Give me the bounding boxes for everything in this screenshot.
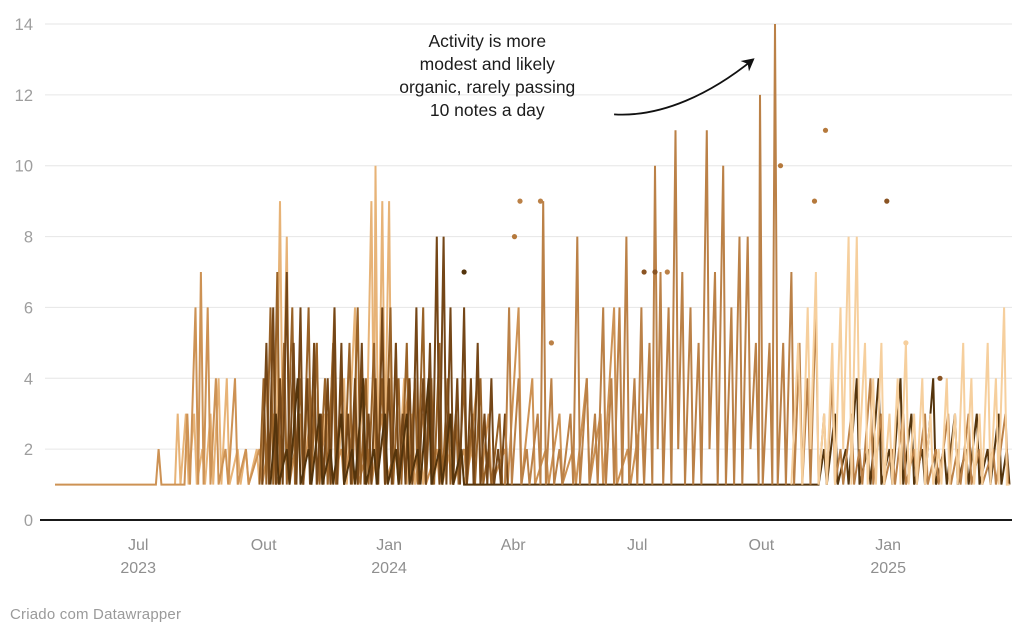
- y-axis-label-0: 0: [24, 512, 33, 530]
- data-point-1: [537, 198, 544, 204]
- x-axis-label-out: Out: [251, 537, 277, 554]
- data-point-2: [511, 234, 518, 240]
- x-axis-label-jan: Jan: [376, 537, 402, 554]
- annotation-line-4: 10 notes a day: [430, 100, 545, 120]
- annotation-line-3: organic, rarely passing: [399, 77, 575, 97]
- y-axis-label-2: 2: [24, 441, 33, 459]
- data-point-11: [884, 198, 890, 204]
- y-axis-label-10: 10: [15, 158, 33, 176]
- annotation-line-2: modest and likely: [420, 54, 555, 74]
- data-point-3: [548, 340, 555, 346]
- data-point-0: [517, 198, 523, 204]
- x-axis-label-jul: Jul: [128, 537, 148, 554]
- data-point-13: [937, 375, 943, 381]
- data-point-8: [777, 163, 784, 169]
- annotation-line-1: Activity is more: [428, 31, 546, 51]
- x-axis-label-abr: Abr: [501, 537, 527, 554]
- y-axis-label-14: 14: [15, 16, 33, 34]
- y-axis-label-6: 6: [24, 299, 33, 317]
- y-axis-label-4: 4: [24, 370, 33, 388]
- data-point-9: [811, 198, 818, 204]
- data-point-5: [641, 269, 647, 275]
- data-point-6: [652, 269, 658, 275]
- x-axis-year-2025: 2025: [870, 560, 906, 577]
- series-line-1: [790, 236, 1010, 486]
- activity-line-chart: 0 2 4 6 8 10 12 14 Jul 2023 Out Jan 2024 Abr Jul Out Jan…: [15, 16, 1012, 577]
- data-point-10: [822, 127, 829, 133]
- datawrapper-credit: Criado com Datawrapper: [10, 606, 182, 623]
- x-axis-year-2024: 2024: [371, 560, 407, 577]
- y-axis-label-12: 12: [15, 87, 33, 105]
- series-line-7: [269, 378, 1011, 486]
- y-axis-label-8: 8: [24, 229, 33, 247]
- x-axis-year-2023: 2023: [120, 560, 156, 577]
- annotation-arrow: [614, 58, 755, 116]
- data-point-7: [664, 269, 670, 275]
- x-axis-label-jul: Jul: [627, 537, 647, 554]
- series-line-4: [504, 23, 1010, 485]
- x-axis-label-out: Out: [748, 537, 774, 554]
- x-axis-label-jan: Jan: [875, 537, 901, 554]
- data-point-12: [903, 340, 909, 346]
- data-point-4: [461, 269, 467, 275]
